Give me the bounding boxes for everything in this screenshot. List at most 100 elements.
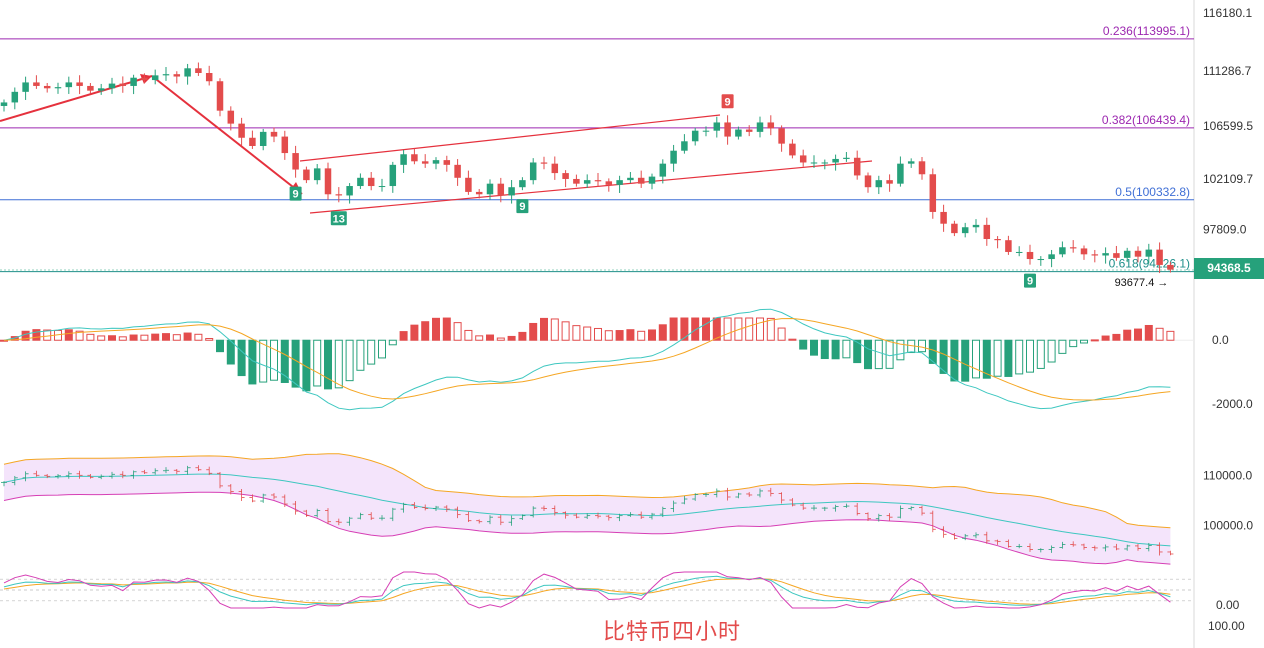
macd-histogram-bar (496, 337, 505, 341)
candle-body (529, 162, 537, 181)
td-marker-box (516, 199, 529, 214)
candle-body (400, 154, 407, 165)
candle-body (497, 183, 505, 196)
candle-body (594, 180, 602, 182)
macd-histogram-bar (118, 336, 127, 341)
macd-histogram-bar (885, 339, 894, 369)
candle-body (11, 91, 19, 103)
td-marker-box (330, 211, 347, 226)
candle-body (421, 161, 429, 164)
macd-histogram-bar (108, 335, 116, 341)
kdj-tick-label: 100.00 (1208, 619, 1245, 633)
macd-histogram-bar (86, 333, 95, 341)
candle-body (940, 211, 947, 224)
macd-histogram-bar (918, 339, 926, 353)
candle-body (195, 68, 202, 73)
macd-histogram-bar (1015, 339, 1024, 375)
macd-histogram-bar (1123, 329, 1132, 341)
candle-body (972, 224, 980, 228)
macd-histogram-bar (604, 330, 613, 341)
candle-body (616, 180, 623, 185)
macd-histogram-bar (432, 317, 440, 341)
candle-body (1037, 259, 1045, 261)
macd-histogram-bar (680, 317, 689, 341)
td-marker-box (721, 94, 734, 109)
macd-histogram-bar (982, 339, 991, 379)
td-marker-box (1024, 273, 1036, 288)
macd-histogram-bar (864, 339, 872, 370)
candle-body (259, 131, 267, 146)
macd-histogram-bar (972, 339, 980, 379)
candle-body (562, 173, 569, 179)
macd-histogram-bar (442, 317, 451, 341)
candle-body (864, 175, 872, 188)
macd-histogram-bar (723, 317, 732, 341)
macd-histogram-bar (1080, 339, 1088, 344)
candle-body (378, 186, 386, 188)
candle-body (108, 83, 116, 89)
macd-histogram-bar (766, 317, 775, 341)
macd-histogram-bar (669, 317, 678, 341)
macd-histogram-bar (1026, 339, 1034, 373)
macd-histogram-bar (399, 331, 408, 341)
candle-body (1059, 247, 1066, 255)
candle-body (637, 177, 645, 184)
macd-histogram-bar (367, 339, 376, 365)
chart-caption: 比特币四小时 (603, 620, 742, 645)
macd-histogram-bar (216, 339, 224, 353)
candle-body (486, 183, 494, 195)
candle-body (151, 75, 159, 81)
macd-histogram-bar (259, 339, 268, 383)
candle-body (33, 82, 40, 86)
candle-body (756, 122, 764, 132)
price-tick-label: 102109.7 (1203, 172, 1253, 186)
macd-histogram-bar (561, 321, 570, 341)
candle-body (1015, 251, 1023, 253)
candle-body (465, 177, 472, 192)
macd-histogram-bar (324, 339, 332, 390)
macd-histogram-bar (237, 339, 246, 377)
candle-body (1113, 253, 1120, 258)
candle-body (22, 82, 29, 92)
candle-body (1026, 251, 1034, 260)
macd-histogram-bar (1058, 339, 1067, 354)
td-marker-box (289, 186, 302, 201)
candle-body (227, 110, 235, 124)
candle-body (54, 87, 62, 89)
macd-histogram-bar (529, 322, 538, 341)
macd-histogram-bar (993, 339, 1002, 377)
low-price-marker: 93677.4 → (1115, 277, 1169, 289)
macd-histogram-bar (939, 339, 948, 374)
candle-body (411, 154, 418, 162)
candle-body (821, 162, 829, 164)
candle-body (205, 73, 213, 82)
candle-body (583, 180, 591, 184)
candle-body (843, 157, 850, 159)
macd-histogram-bar (961, 339, 970, 382)
candle-body (313, 168, 321, 181)
td-marker-label: 9 (519, 201, 525, 213)
macd-histogram-bar (334, 339, 343, 389)
macd-histogram-bar (388, 339, 397, 346)
macd-histogram-bar (1166, 330, 1175, 341)
candle-body (702, 130, 710, 132)
macd-layer (0, 308, 1194, 411)
candle-body (767, 122, 775, 129)
candle-body (605, 181, 613, 185)
candle-body (97, 88, 105, 91)
macd-histogram-bar (226, 339, 235, 365)
td-marker-label: 13 (333, 213, 345, 225)
macd-histogram-bar (486, 334, 494, 341)
macd-histogram-bar (475, 335, 484, 341)
boll-band-fill (4, 453, 1171, 565)
candles-layer (0, 62, 1174, 274)
candle-body (1145, 249, 1153, 257)
macd-histogram-bar (1036, 339, 1045, 369)
candle-body (454, 164, 461, 178)
candle-body (335, 194, 343, 196)
macd-histogram-bar (820, 339, 829, 360)
candle-body (432, 160, 440, 164)
price-tick-label: 111286.7 (1203, 64, 1252, 78)
macd-histogram-bar (453, 322, 462, 341)
